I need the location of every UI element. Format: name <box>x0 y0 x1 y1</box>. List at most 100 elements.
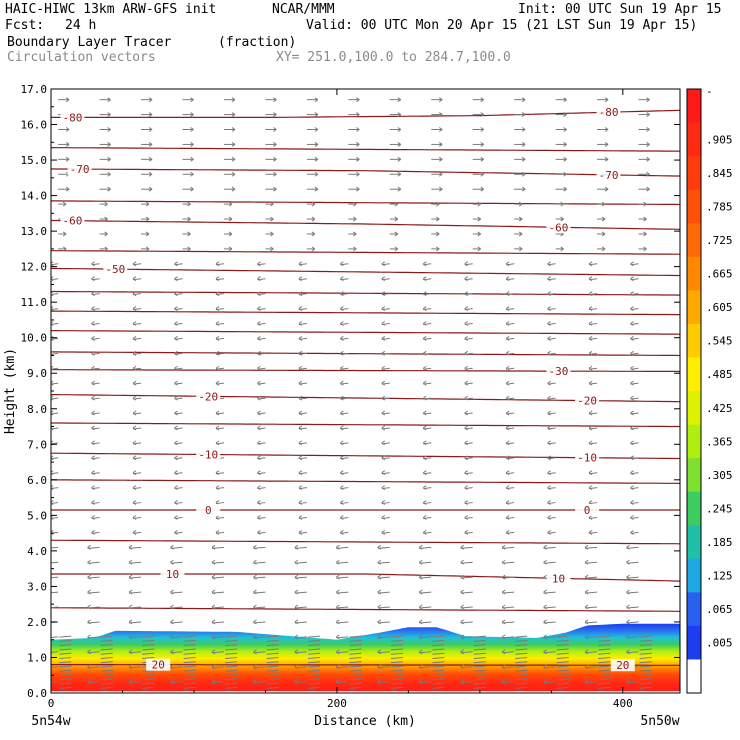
circulation-vector-head <box>377 589 382 595</box>
circulation-vector-head <box>377 634 382 640</box>
circulation-vector-head <box>464 515 468 520</box>
circulation-vector <box>142 656 155 659</box>
circulation-vector <box>515 656 528 659</box>
colorbar-label: .425 <box>706 402 733 415</box>
circulation-vector-head <box>464 276 468 282</box>
circulation-vector-head <box>438 97 443 103</box>
circulation-vector-head <box>148 97 153 103</box>
circulation-vector-head <box>132 306 137 311</box>
isotherm-unlabeled <box>51 479 680 484</box>
circulation-vector-head <box>215 365 220 371</box>
circulation-vector-head <box>294 604 299 610</box>
circulation-vector-head <box>62 201 67 207</box>
circulation-vector <box>432 678 445 681</box>
circulation-vector <box>266 648 279 651</box>
circulation-vector-head <box>563 97 567 103</box>
circulation-vector-head <box>132 485 137 491</box>
isotherm-unlabeled <box>51 330 680 335</box>
circulation-vector-head <box>438 186 443 192</box>
circulation-vector-head <box>91 485 95 491</box>
circulation-vector-head <box>87 589 91 595</box>
circulation-vector-head <box>257 455 261 461</box>
circulation-vector-head <box>626 604 630 610</box>
circulation-vector-head <box>584 544 589 550</box>
circulation-vector-head <box>501 544 506 550</box>
circulation-vector-head <box>460 544 464 550</box>
circulation-vector-head <box>460 634 464 640</box>
isotherm-label-bg <box>575 504 600 517</box>
circulation-vector <box>515 682 528 685</box>
circulation-vector-head <box>231 142 236 147</box>
circulation-vector-head <box>62 246 67 252</box>
circulation-vector <box>556 652 569 655</box>
circulation-vector-head <box>518 231 523 237</box>
circulation-vector-head <box>464 455 468 461</box>
circulation-vector <box>639 648 652 651</box>
circulation-vector <box>59 656 72 659</box>
circulation-vector-head <box>505 380 510 386</box>
circulation-vector <box>266 682 279 685</box>
isotherm-label-bg <box>196 390 221 403</box>
circulation-vector <box>639 686 652 689</box>
circulation-vector <box>266 656 279 659</box>
circulation-vector <box>59 661 72 664</box>
circulation-vector-head <box>132 395 137 401</box>
circulation-vector <box>432 686 445 689</box>
circulation-vector-head <box>128 634 133 640</box>
circulation-vector-head <box>630 306 634 311</box>
circulation-vector <box>598 661 611 664</box>
forecast-label: Fcst: <box>5 18 45 33</box>
circulation-vector-head <box>340 350 344 356</box>
circulation-vector-head <box>588 321 593 326</box>
circulation-vector <box>473 656 486 659</box>
circulation-vector-head <box>547 410 551 416</box>
circulation-vector-head <box>505 306 510 311</box>
circulation-vector <box>183 644 196 647</box>
circulation-vector <box>225 678 238 681</box>
circulation-vector <box>390 678 403 681</box>
circulation-vector-head <box>107 156 111 162</box>
circulation-vector <box>100 656 113 659</box>
circulation-vector-head <box>394 246 399 252</box>
circulation-vector-head <box>340 425 344 431</box>
circulation-vector <box>515 639 528 642</box>
circulation-vector-head <box>174 500 178 505</box>
circulation-vector-head <box>464 321 468 326</box>
colorbar-label: .605 <box>706 301 733 314</box>
circulation-vector-head <box>646 186 650 192</box>
circulation-vector-head <box>340 410 344 416</box>
circulation-vector-head <box>273 97 277 103</box>
isotherm-unlabeled <box>51 422 680 428</box>
circulation-vector-head <box>228 201 233 207</box>
circulation-vector-head <box>311 231 316 237</box>
circulation-vector-head <box>630 440 634 446</box>
circulation-vector-head <box>211 664 216 670</box>
circulation-vector-head <box>91 410 95 416</box>
circulation-vector-head <box>46 635 49 639</box>
isotherm-label: -50 <box>105 263 125 276</box>
circulation-vector-head <box>253 634 257 640</box>
circulation-vector-head <box>477 231 481 237</box>
circulation-vector-head <box>91 335 95 341</box>
circulation-vector-head <box>270 231 274 237</box>
circulation-vector-head <box>505 291 510 297</box>
circulation-vector <box>307 656 321 659</box>
circulation-vector-head <box>381 500 386 505</box>
circulation-vector-head <box>501 559 506 565</box>
circulation-vector <box>183 661 196 664</box>
valid-time: Valid: 00 UTC Mon 20 Apr 15 (21 LST Sun … <box>306 18 698 33</box>
circulation-vector-head <box>257 440 261 446</box>
circulation-vector-head <box>107 127 111 132</box>
circulation-vector-head <box>547 455 551 461</box>
circulation-vector-head <box>107 112 111 117</box>
circulation-vector-head <box>584 559 589 565</box>
circulation-vector-head <box>381 350 386 356</box>
circulation-vector-head <box>211 619 216 625</box>
circulation-vector-head <box>273 112 277 117</box>
circulation-vector <box>473 639 486 642</box>
circulation-vector-head <box>51 321 54 326</box>
circulation-vector-head <box>148 127 153 132</box>
y-tick-label: 9.0 <box>27 367 47 380</box>
cross-section-endpoints: XY= 251.0,100.0 to 284.7,100.0 <box>276 50 511 65</box>
circulation-vector-head <box>543 544 547 550</box>
